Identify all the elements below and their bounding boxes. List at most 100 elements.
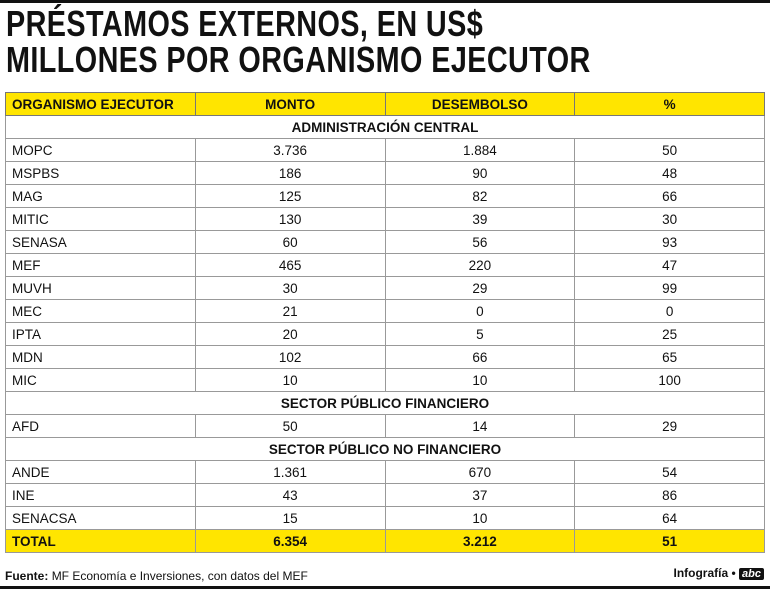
top-rule — [0, 0, 770, 3]
section-row: ADMINISTRACIÓN CENTRAL — [5, 115, 765, 139]
column-header: ORGANISMO EJECUTOR — [5, 92, 196, 116]
data-row: MEC 21 0 0 — [5, 299, 765, 323]
cell: MDN — [5, 345, 196, 369]
data-row: MSPBS 186 90 48 — [5, 161, 765, 185]
cell: SENACSA — [5, 506, 196, 530]
section-row: SECTOR PÚBLICO NO FINANCIERO — [5, 437, 765, 461]
cell: 125 — [194, 184, 386, 208]
section-title: SECTOR PÚBLICO FINANCIERO — [5, 391, 765, 415]
cell: MUVH — [5, 276, 196, 300]
cell: 14 — [384, 414, 576, 438]
cell: 47 — [574, 253, 765, 277]
data-row: MDN 102 66 65 — [5, 345, 765, 369]
cell: 21 — [194, 299, 386, 323]
column-header: % — [574, 92, 765, 116]
cell: 50 — [574, 138, 765, 162]
data-row: INE 43 37 86 — [5, 483, 765, 507]
cell: 102 — [194, 345, 386, 369]
source: MF Economía e Inversiones, con datos del… — [51, 569, 308, 583]
cell: 220 — [384, 253, 576, 277]
section-title: ADMINISTRACIÓN CENTRAL — [5, 115, 765, 139]
data-row: IPTA 20 5 25 — [5, 322, 765, 346]
cell: AFD — [5, 414, 196, 438]
cell: IPTA — [5, 322, 196, 346]
data-table: ORGANISMO EJECUTOR MONTO DESEMBOLSO% ADMINI… — [5, 92, 765, 553]
total-cell: 51 — [574, 529, 765, 553]
cell: MEF — [5, 253, 196, 277]
cell: 39 — [384, 207, 576, 231]
cell: 25 — [574, 322, 765, 346]
source-label: Fuente: — [5, 569, 49, 583]
total-cell: TOTAL — [5, 529, 196, 553]
cell: MSPBS — [5, 161, 196, 185]
bottom-rule — [0, 586, 770, 589]
cell: 130 — [194, 207, 386, 231]
cell: 1.884 — [384, 138, 576, 162]
cell: 99 — [574, 276, 765, 300]
cell: 66 — [384, 345, 576, 369]
cell: 54 — [574, 460, 765, 484]
cell: 56 — [384, 230, 576, 254]
cell: 65 — [574, 345, 765, 369]
cell: 5 — [384, 322, 576, 346]
cell: 0 — [384, 299, 576, 323]
cell: 15 — [194, 506, 386, 530]
cell: 29 — [384, 276, 576, 300]
credit-text: Infografía • — [673, 566, 736, 580]
title-line: PRÉSTAMOS EXTERNOS, EN US$ — [6, 3, 484, 44]
cell: 10 — [384, 368, 576, 392]
data-row: ANDE 1.361 670 54 — [5, 460, 765, 484]
cell: 10 — [194, 368, 386, 392]
total-cell: 3.212 — [384, 529, 576, 553]
credit: Infografía • abc — [673, 566, 764, 580]
cell: MAG — [5, 184, 196, 208]
data-row: MOPC 3.736 1.884 50 — [5, 138, 765, 162]
cell: 3.736 — [194, 138, 386, 162]
column-header: MONTO — [194, 92, 386, 116]
data-row: MEF 465 220 47 — [5, 253, 765, 277]
cell: 186 — [194, 161, 386, 185]
cell: 20 — [194, 322, 386, 346]
title-line: MILLONES POR ORGANISMO EJECUTOR — [6, 39, 591, 80]
cell: 82 — [384, 184, 576, 208]
cell: INE — [5, 483, 196, 507]
data-row: AFD 50 14 29 — [5, 414, 765, 438]
total-row: TOTAL 6.354 3.212 51 — [5, 529, 765, 553]
cell: SENASA — [5, 230, 196, 254]
data-row: SENACSA 15 10 64 — [5, 506, 765, 530]
cell: 93 — [574, 230, 765, 254]
cell: 66 — [574, 184, 765, 208]
cell: 30 — [574, 207, 765, 231]
cell: MOPC — [5, 138, 196, 162]
cell: MITIC — [5, 207, 196, 231]
cell: MIC — [5, 368, 196, 392]
table-body: ORGANISMO EJECUTOR MONTO DESEMBOLSO% ADMINI… — [5, 92, 765, 553]
section-title: SECTOR PÚBLICO NO FINANCIERO — [5, 437, 765, 461]
cell: 90 — [384, 161, 576, 185]
section-row: SECTOR PÚBLICO FINANCIERO — [5, 391, 765, 415]
cell: 29 — [574, 414, 765, 438]
column-header: DESEMBOLSO — [384, 92, 576, 116]
logo: abc — [739, 568, 764, 580]
title: PRÉSTAMOS EXTERNOS, EN US$ MILLONES POR … — [6, 6, 770, 78]
data-row: MITIC 130 39 30 — [5, 207, 765, 231]
cell: 48 — [574, 161, 765, 185]
cell: 43 — [194, 483, 386, 507]
cell: ANDE — [5, 460, 196, 484]
data-row: MIC 10 10 100 — [5, 368, 765, 392]
cell: 50 — [194, 414, 386, 438]
data-row: MUVH 30 29 99 — [5, 276, 765, 300]
cell: 670 — [384, 460, 576, 484]
data-row: MAG 125 82 66 — [5, 184, 765, 208]
cell: 465 — [194, 253, 386, 277]
cell: 30 — [194, 276, 386, 300]
header-row: ORGANISMO EJECUTOR MONTO DESEMBOLSO% — [5, 92, 765, 116]
cell: 86 — [574, 483, 765, 507]
total-cell: 6.354 — [194, 529, 386, 553]
footer: Fuente: MF Economía e Inversiones, con d… — [5, 569, 308, 583]
cell: 10 — [384, 506, 576, 530]
cell: 0 — [574, 299, 765, 323]
data-row: SENASA 60 56 93 — [5, 230, 765, 254]
cell: 60 — [194, 230, 386, 254]
